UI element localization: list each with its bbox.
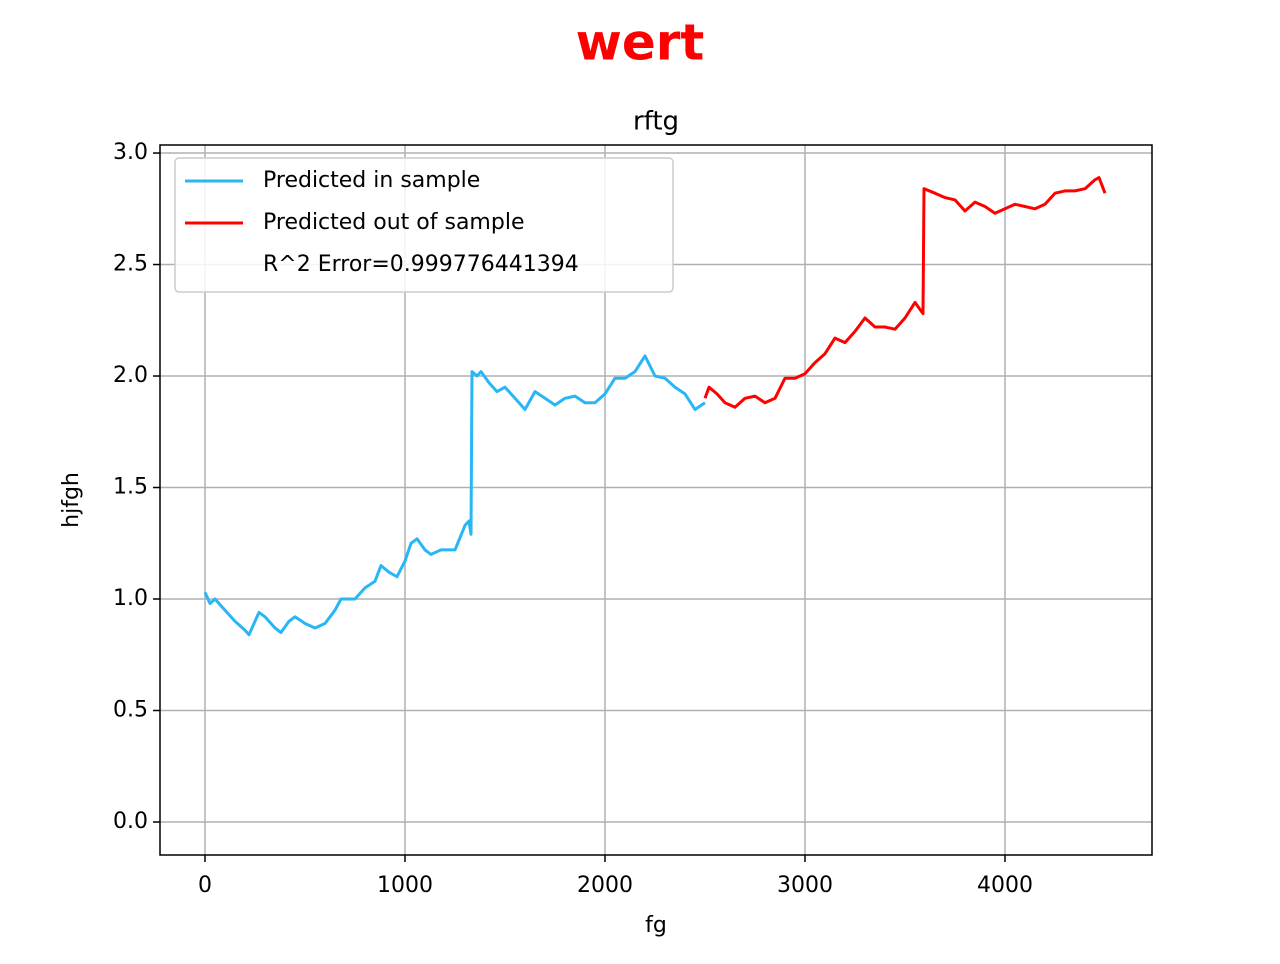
chart-title: wert <box>576 14 705 72</box>
y-tick-label: 2.5 <box>113 252 148 277</box>
x-tick-label: 1000 <box>377 873 433 898</box>
legend-label: R^2 Error=0.999776441394 <box>263 252 579 277</box>
y-tick-label: 1.0 <box>113 586 148 611</box>
x-tick-label: 4000 <box>977 873 1033 898</box>
x-tick-label: 3000 <box>777 873 833 898</box>
y-tick-label: 0.0 <box>113 809 148 834</box>
chart-subtitle: rftg <box>633 107 679 137</box>
y-axis-label: hjfgh <box>59 472 84 528</box>
line-series <box>203 354 706 637</box>
line-series <box>703 176 1107 409</box>
legend-label: Predicted out of sample <box>263 210 524 235</box>
x-tick-label: 0 <box>198 873 212 898</box>
x-tick-label: 2000 <box>577 873 633 898</box>
y-tick-label: 3.0 <box>113 140 148 165</box>
y-tick-label: 2.0 <box>113 363 148 388</box>
y-tick-label: 1.5 <box>113 475 148 500</box>
x-axis-label: fg <box>645 913 667 938</box>
legend-label: Predicted in sample <box>263 168 480 193</box>
plot-frame <box>159 144 1153 856</box>
legend-box <box>174 157 674 293</box>
y-tick-label: 0.5 <box>113 698 148 723</box>
